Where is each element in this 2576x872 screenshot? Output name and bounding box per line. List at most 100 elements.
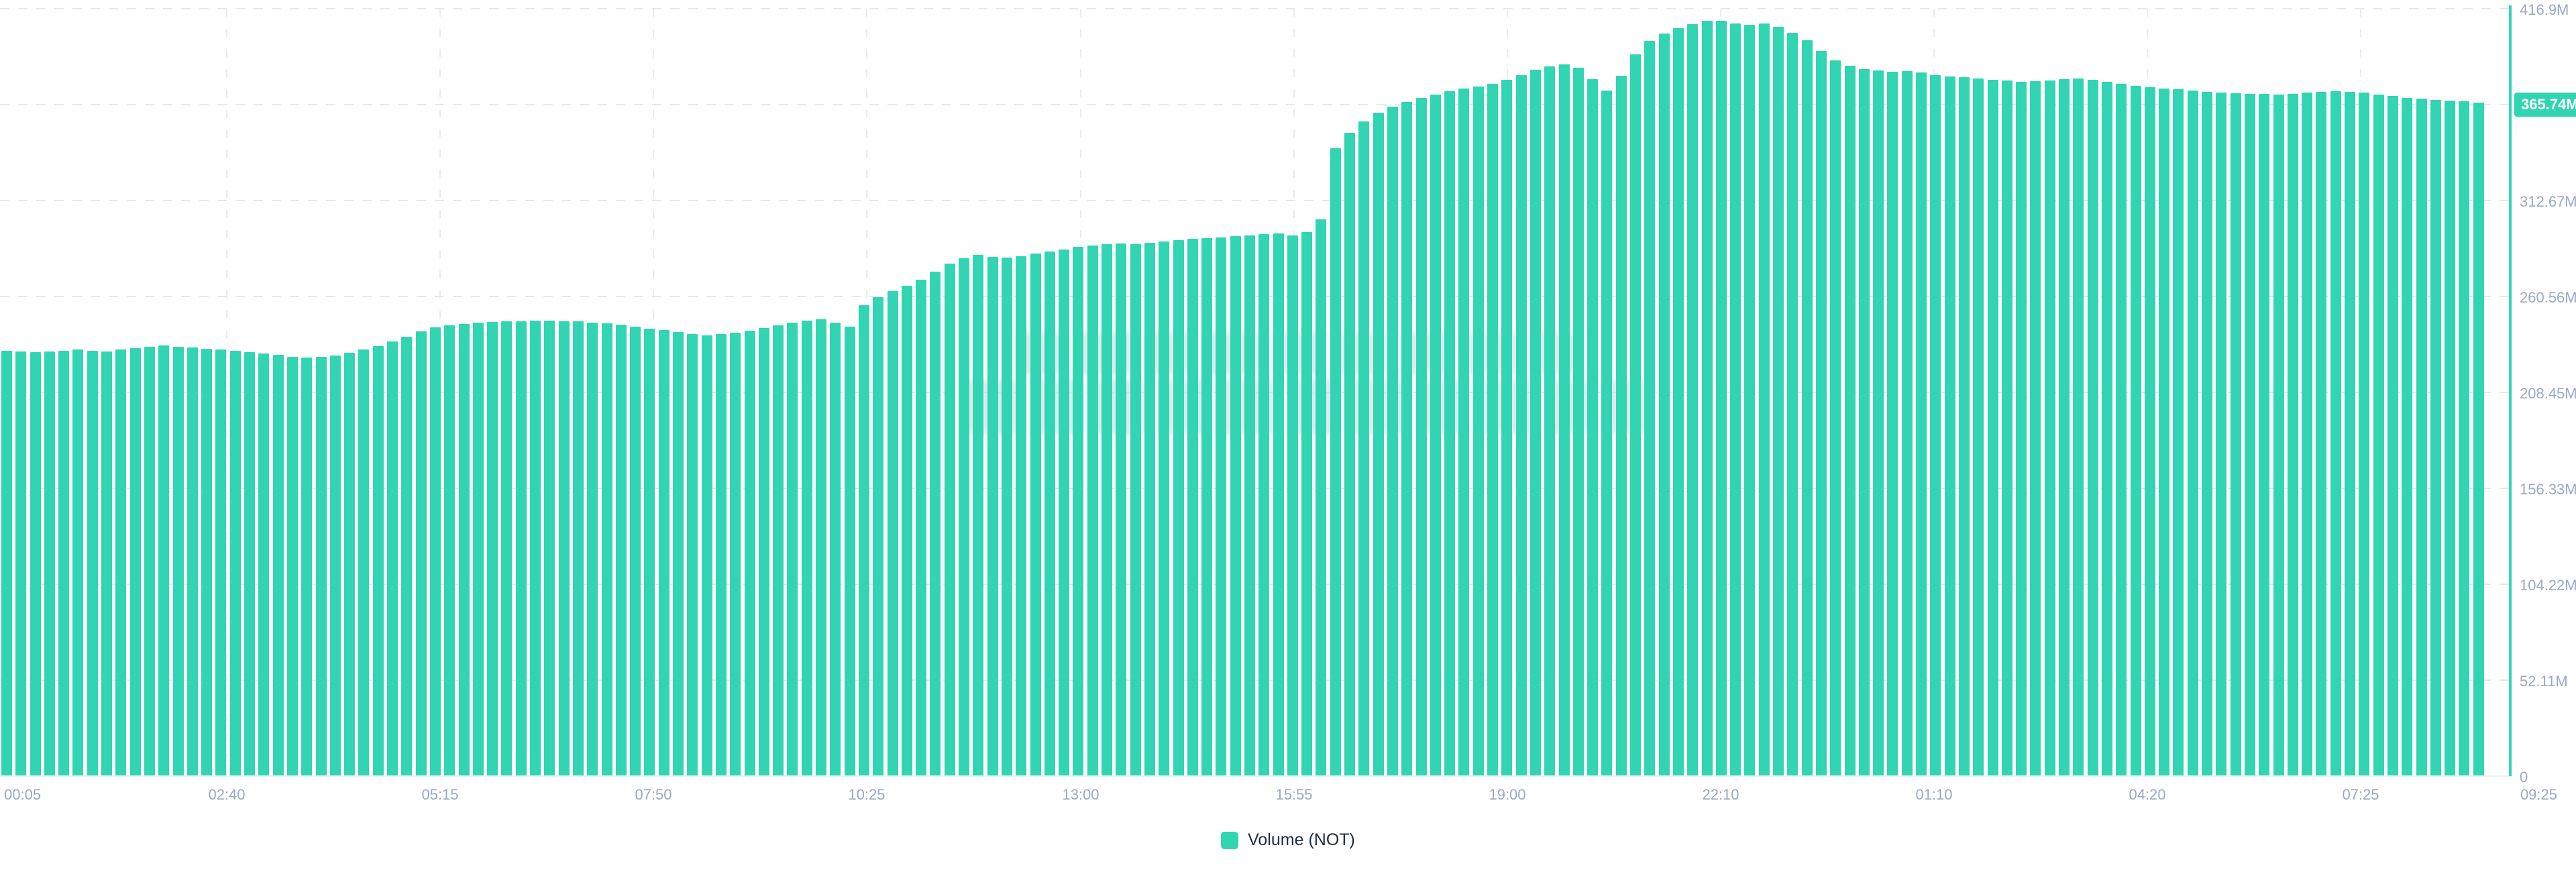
- bar[interactable]: [558, 321, 570, 776]
- bar[interactable]: [730, 333, 741, 776]
- bar[interactable]: [372, 346, 384, 776]
- bar[interactable]: [30, 352, 41, 776]
- bar[interactable]: [1630, 54, 1642, 776]
- bar[interactable]: [2187, 91, 2198, 776]
- bar[interactable]: [1344, 133, 1356, 776]
- bar[interactable]: [601, 323, 612, 776]
- bar[interactable]: [658, 330, 669, 776]
- bar[interactable]: [544, 321, 555, 776]
- bar[interactable]: [1258, 234, 1270, 776]
- legend-label[interactable]: Volume (NOT): [1248, 830, 1355, 849]
- bar[interactable]: [2345, 92, 2355, 776]
- bar[interactable]: [973, 255, 984, 776]
- bar[interactable]: [2259, 94, 2270, 776]
- bar[interactable]: [1944, 76, 1955, 776]
- bar[interactable]: [1216, 237, 1227, 776]
- bar[interactable]: [1873, 70, 1884, 776]
- bar[interactable]: [58, 351, 70, 776]
- bar[interactable]: [1744, 25, 1756, 776]
- bar[interactable]: [72, 349, 84, 776]
- bar[interactable]: [301, 358, 313, 776]
- bar[interactable]: [1672, 28, 1684, 776]
- bar[interactable]: [744, 331, 755, 776]
- bar[interactable]: [572, 321, 584, 776]
- bar[interactable]: [1001, 258, 1012, 776]
- bar[interactable]: [1, 351, 12, 776]
- bar[interactable]: [1715, 21, 1727, 776]
- bar[interactable]: [587, 323, 598, 776]
- bar[interactable]: [1330, 148, 1341, 776]
- bar[interactable]: [2216, 93, 2227, 776]
- bar[interactable]: [673, 332, 684, 776]
- bar[interactable]: [987, 257, 998, 776]
- bar[interactable]: [1201, 238, 1213, 776]
- bar[interactable]: [2001, 80, 2012, 776]
- bar[interactable]: [2359, 93, 2370, 776]
- bar[interactable]: [1273, 233, 1284, 776]
- bar[interactable]: [1415, 98, 1427, 776]
- bar[interactable]: [1159, 241, 1170, 776]
- bar[interactable]: [444, 325, 455, 776]
- bar[interactable]: [1073, 247, 1084, 776]
- bar[interactable]: [215, 349, 227, 776]
- bar[interactable]: [487, 322, 498, 776]
- bar[interactable]: [1401, 102, 1413, 776]
- bar[interactable]: [1487, 84, 1499, 776]
- bar[interactable]: [415, 331, 427, 776]
- bar[interactable]: [286, 357, 298, 776]
- bar[interactable]: [1572, 68, 1584, 776]
- bar[interactable]: [2244, 94, 2255, 776]
- bar[interactable]: [429, 327, 441, 776]
- bar[interactable]: [2130, 86, 2141, 776]
- bar[interactable]: [15, 351, 27, 776]
- bar[interactable]: [1187, 239, 1198, 776]
- bar[interactable]: [1930, 75, 1941, 776]
- bar[interactable]: [1016, 256, 1027, 776]
- bar[interactable]: [1044, 252, 1055, 776]
- bar[interactable]: [1916, 72, 1927, 776]
- bar[interactable]: [773, 325, 784, 776]
- bar[interactable]: [2030, 81, 2041, 776]
- bar[interactable]: [172, 347, 184, 776]
- bar[interactable]: [1316, 219, 1327, 776]
- legend-marker-icon[interactable]: [1221, 831, 1239, 849]
- bar[interactable]: [1887, 72, 1898, 776]
- bar[interactable]: [1387, 107, 1398, 776]
- bar[interactable]: [1515, 75, 1527, 776]
- bar[interactable]: [2016, 82, 2027, 776]
- bar[interactable]: [1701, 21, 1713, 776]
- bar[interactable]: [1301, 232, 1313, 776]
- bar[interactable]: [2144, 87, 2155, 776]
- bar[interactable]: [887, 291, 898, 776]
- bar[interactable]: [2044, 80, 2055, 776]
- bar[interactable]: [1444, 91, 1456, 776]
- bar[interactable]: [944, 264, 955, 776]
- bar[interactable]: [1958, 77, 1970, 776]
- bar[interactable]: [1787, 33, 1799, 776]
- bar[interactable]: [1087, 246, 1098, 776]
- bar[interactable]: [1529, 70, 1541, 776]
- bar[interactable]: [1987, 80, 1998, 776]
- bar[interactable]: [2302, 93, 2313, 776]
- bar[interactable]: [1458, 89, 1470, 776]
- bar[interactable]: [1644, 41, 1656, 776]
- bar[interactable]: [1858, 69, 1870, 776]
- bar[interactable]: [129, 348, 141, 776]
- bar[interactable]: [1244, 235, 1255, 776]
- bar[interactable]: [115, 349, 127, 776]
- bar[interactable]: [1730, 23, 1741, 776]
- bar[interactable]: [1830, 60, 1841, 776]
- bar[interactable]: [2316, 92, 2327, 776]
- bar[interactable]: [2173, 89, 2184, 776]
- bar[interactable]: [2230, 93, 2241, 776]
- bar[interactable]: [229, 351, 241, 776]
- bar[interactable]: [2087, 80, 2098, 776]
- bar[interactable]: [2445, 101, 2456, 776]
- bar[interactable]: [959, 258, 970, 776]
- bar[interactable]: [2402, 98, 2413, 776]
- bar[interactable]: [1230, 236, 1241, 776]
- bar[interactable]: [258, 353, 270, 776]
- bar[interactable]: [1430, 95, 1441, 776]
- bar[interactable]: [1501, 80, 1513, 776]
- bar[interactable]: [2059, 79, 2070, 776]
